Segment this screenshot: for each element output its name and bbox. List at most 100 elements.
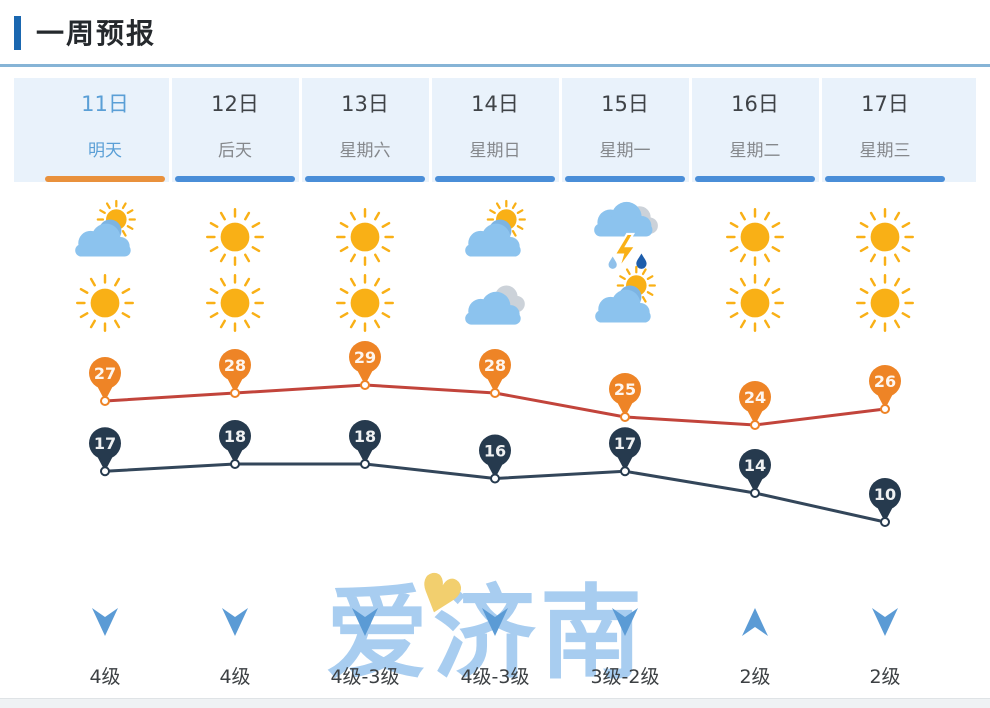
low-temp-value: 18 (224, 427, 246, 446)
wind-direction-down-icon (352, 608, 378, 636)
sunny-icon (76, 274, 134, 333)
wind-arrow-cell (170, 602, 300, 642)
high-temp-marker: 28 (219, 349, 251, 398)
night-weather-cell (430, 266, 560, 338)
wind-level-label: 4级-3级 (330, 666, 400, 688)
wind-direction-down-icon (92, 608, 118, 636)
low-temp-value: 14 (744, 456, 766, 475)
tab-underline (695, 176, 815, 182)
tab-weekday: 后天 (218, 141, 252, 161)
tab-gap (558, 78, 562, 182)
low-temp-value: 17 (614, 434, 636, 453)
low-temp-marker: 17 (89, 427, 121, 477)
day-weather-cell (40, 199, 170, 272)
title-accent-bar (14, 16, 21, 50)
day-weather-cell (430, 199, 560, 272)
high-temp-value: 24 (744, 388, 766, 407)
day-weather-cell (300, 200, 430, 272)
wind-direction-down-icon (872, 608, 898, 636)
thunderstorm-icon (594, 201, 658, 270)
temperature-chart: 27 28 29 28 25 24 26 17 18 18 16 17 14 10 (89, 341, 901, 527)
day-weather-cell (560, 200, 690, 272)
tab-date: 13日 (341, 92, 389, 116)
high-temp-marker: 27 (89, 357, 121, 406)
partly-cloudy-icon (595, 265, 656, 323)
tab-weekday: 星期六 (339, 141, 391, 161)
night-weather-cell (690, 266, 820, 338)
wind-arrow-cell (690, 602, 820, 642)
wind-arrow-cell (300, 602, 430, 642)
day-tab-4[interactable]: 14日星期日 (430, 78, 560, 182)
high-temp-marker: 26 (869, 365, 901, 414)
day-tab-3[interactable]: 13日星期六 (300, 78, 430, 182)
low-temp-marker: 17 (609, 427, 641, 477)
day-tab-1[interactable]: 11日 明天 (40, 78, 170, 182)
low-temp-value: 17 (94, 434, 116, 453)
wind-direction-down-icon (612, 608, 638, 636)
tab-date: 11日 (81, 92, 129, 116)
wind-level-label: 2级 (739, 666, 771, 688)
high-temp-value: 27 (94, 364, 116, 383)
page-title: 一周预报 (36, 17, 157, 50)
tab-gap (168, 78, 172, 182)
night-weather-cell (820, 266, 950, 338)
day-tabs: 11日 明天 12日 后天 13日 星期六 14日 星期日 15日 星期一 16日 星期二 17日 星期三 (14, 78, 976, 182)
high-temp-marker: 25 (609, 373, 641, 422)
tab-gap (688, 78, 692, 182)
tab-date: 16日 (731, 92, 779, 116)
day-weather-cell (170, 200, 300, 272)
low-temp-marker: 18 (349, 420, 381, 469)
high-temp-value: 29 (354, 348, 376, 367)
day-weather-cell (820, 200, 950, 272)
tab-date: 14日 (471, 92, 519, 116)
tab-weekday: 星期一 (599, 141, 651, 161)
section-divider (0, 698, 990, 699)
high-temp-marker: 29 (349, 341, 381, 390)
sunny-icon (726, 208, 784, 267)
sunny-icon (336, 274, 394, 333)
partly-cloudy-icon (75, 199, 136, 257)
day-tab-6[interactable]: 16日 星期二 (690, 78, 820, 182)
day-tab-5[interactable]: 15日 星期一 (560, 78, 690, 182)
sunny-icon (336, 208, 394, 267)
wind-direction-up-icon (742, 608, 768, 636)
low-temp-marker: 16 (479, 434, 511, 484)
tab-gap (818, 78, 822, 182)
watermark-text: 爱济南 (326, 575, 647, 694)
sunny-icon (856, 208, 914, 267)
high-temp-marker: 28 (479, 349, 511, 398)
tab-date: 17日 (861, 92, 909, 116)
high-temp-marker: 24 (739, 381, 771, 430)
low-temp-marker: 18 (219, 420, 251, 469)
wind-level-label: 3级-2级 (590, 666, 660, 688)
high-temp-value: 25 (614, 380, 636, 399)
tab-date: 12日 (211, 92, 259, 116)
night-weather-cell (560, 265, 690, 338)
day-tab-2[interactable]: 12日后天 (170, 78, 300, 182)
sunny-icon (856, 274, 914, 333)
day-tab-7[interactable]: 17日 星期三 (820, 78, 950, 182)
next-section-edge (0, 699, 990, 708)
sunny-icon (726, 274, 784, 333)
wind-level-label: 4级-3级 (460, 666, 530, 688)
low-temp-value: 18 (354, 427, 376, 446)
tab-weekday: 星期日 (469, 141, 521, 161)
low-temp-marker: 14 (739, 449, 771, 498)
wind-arrow-cell (820, 602, 950, 642)
tab-gap (298, 78, 302, 182)
low-temp-marker: 10 (869, 478, 901, 527)
cloudy-icon (465, 285, 525, 325)
wind-direction-down-icon (482, 608, 508, 636)
wind-direction-down-icon (222, 608, 248, 636)
wind-arrow-cell (40, 602, 170, 642)
wind-level-label: 4级 (219, 666, 251, 688)
tab-underline (435, 176, 555, 182)
night-weather-cell (170, 266, 300, 338)
wind-arrow-cell (430, 602, 560, 642)
tab-underline (45, 176, 165, 182)
sunny-icon (206, 274, 264, 333)
high-temp-value: 26 (874, 372, 896, 391)
night-weather-cell (40, 266, 170, 338)
wind-level-label: 2级 (869, 666, 901, 688)
